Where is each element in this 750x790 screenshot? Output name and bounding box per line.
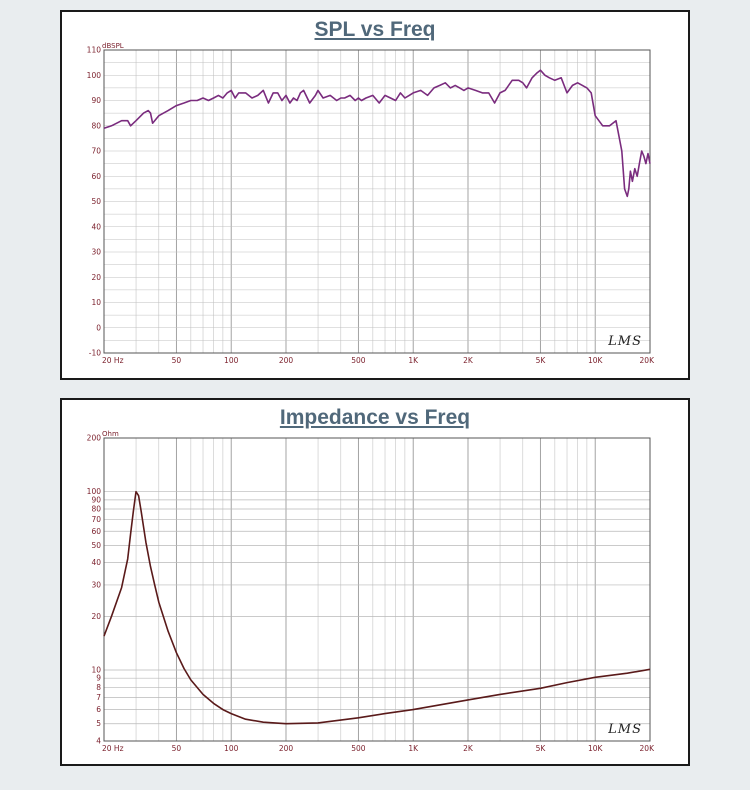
- series-line: [103, 490, 651, 725]
- x-tick-label: 2K: [463, 356, 474, 365]
- impedance-chart-panel: Impedance vs Freq 200 100 90 80 70 60 50 40 30 20…: [60, 398, 690, 766]
- y-tick-label: 60: [91, 172, 101, 181]
- x-tick-label: 1K: [408, 744, 419, 753]
- x-tick-label: 5K: [536, 744, 547, 753]
- x-tick-label: 500: [351, 744, 366, 753]
- y-tick-label: 110: [87, 46, 102, 55]
- y-tick-label: 9: [96, 674, 101, 683]
- y-axis-unit-label: dBSPL: [102, 42, 124, 50]
- y-tick-label: 4: [96, 737, 101, 746]
- y-tick-label: 40: [91, 558, 101, 567]
- y-axis-unit-label: Ohm: [102, 430, 119, 438]
- y-tick-label: 8: [96, 683, 101, 692]
- x-tick-label: 5K: [536, 356, 547, 365]
- x-tick-label: 200: [279, 744, 294, 753]
- y-tick-label: 5: [96, 719, 101, 728]
- y-tick-label: 70: [91, 147, 101, 156]
- series-line: [103, 69, 651, 198]
- x-tick-label: 100: [224, 744, 239, 753]
- impedance-chart-title: Impedance vs Freq: [279, 406, 471, 429]
- x-tick-label: 2K: [463, 744, 474, 753]
- y-tick-label: 10: [91, 666, 101, 675]
- plot-border: [103, 437, 651, 742]
- y-tick-label: 200: [87, 434, 102, 443]
- y-tick-label: -10: [89, 349, 101, 358]
- x-tick-label: 20 Hz: [102, 356, 124, 365]
- x-tick-label: 20K: [640, 744, 656, 753]
- y-tick-label: 7: [96, 693, 101, 702]
- x-tick-label: 1K: [408, 356, 419, 365]
- y-tick-label: 20: [91, 273, 101, 282]
- y-tick-label: 90: [91, 495, 101, 504]
- y-tick-label: 70: [91, 515, 101, 524]
- spl-chart-panel: SPL vs Freq 110 100 90 80 70 60 50 40 30 20 10 0 -10…: [60, 10, 690, 380]
- y-tick-label: 0: [96, 323, 101, 332]
- y-tick-label: 40: [91, 222, 101, 231]
- x-tick-label: 10K: [588, 356, 604, 365]
- x-tick-label: 10K: [588, 744, 604, 753]
- x-tick-label: 500: [351, 356, 366, 365]
- y-tick-label: 50: [91, 197, 101, 206]
- y-tick-label: 60: [91, 527, 101, 536]
- y-tick-label: 50: [91, 541, 101, 550]
- x-tick-label: 50: [172, 744, 182, 753]
- y-tick-label: 20: [91, 612, 101, 621]
- y-tick-label: 6: [96, 705, 101, 714]
- y-tick-label: 80: [91, 504, 101, 513]
- x-tick-label: 50: [172, 356, 182, 365]
- lms-watermark: LMS: [607, 722, 642, 737]
- spl-chart-title: SPL vs Freq: [314, 18, 436, 41]
- y-tick-label: 80: [91, 121, 101, 130]
- lms-watermark: LMS: [607, 334, 642, 349]
- y-tick-label: 10: [91, 298, 101, 307]
- y-tick-label: 100: [87, 487, 102, 496]
- x-tick-label: 20 Hz: [102, 744, 124, 753]
- plot-border: [103, 49, 651, 354]
- x-tick-label: 100: [224, 356, 239, 365]
- x-tick-label: 200: [279, 356, 294, 365]
- y-tick-label: 100: [87, 71, 102, 80]
- x-tick-label: 20K: [640, 356, 656, 365]
- y-tick-label: 30: [91, 248, 101, 257]
- y-tick-label: 90: [91, 96, 101, 105]
- y-tick-label: 30: [91, 580, 101, 589]
